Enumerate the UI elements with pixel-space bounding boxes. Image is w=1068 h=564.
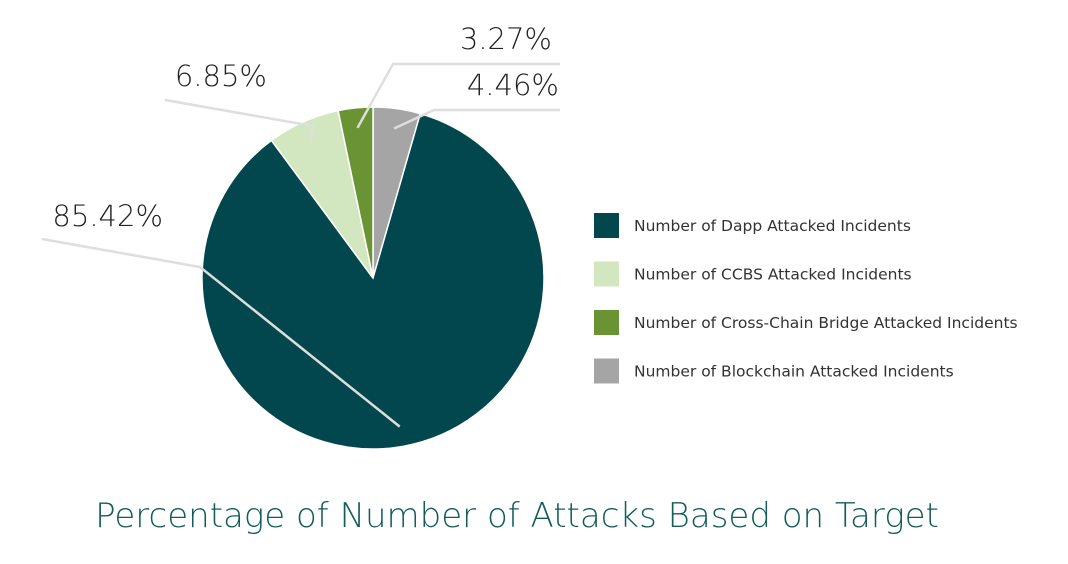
leader-line-number-of-ccbs-attacked-incidents: [164, 98, 315, 141]
legend-item-number-of-blockchain-attacked-incidents: Number of Blockchain Attacked Incidents: [594, 358, 954, 384]
slice-labels: 4.46% 85.42% 6.85% 3.27%: [52, 22, 559, 233]
leader-line-number-of-dapp-attacked-incidents: [41, 237, 401, 428]
leader-line-number-of-cross-chain-bridge-attacked-incidents: [356, 62, 560, 129]
legend-label: Number of Blockchain Attacked Incidents: [634, 363, 954, 381]
data-label-number-of-blockchain-attacked-incidents: 4.46%: [467, 68, 559, 102]
legend-swatch: [594, 358, 619, 384]
data-label-number-of-cross-chain-bridge-attacked-incidents: 3.27%: [460, 22, 552, 56]
legend-swatch: [594, 261, 619, 287]
pie-slice-number-of-cross-chain-bridge-attacked-incidents: [337, 106, 374, 279]
legend-label: Number of Cross-Chain Bridge Attacked In…: [634, 314, 1018, 332]
legend-item-number-of-ccbs-attacked-incidents: Number of CCBS Attacked Incidents: [594, 261, 912, 287]
legend-item-number-of-dapp-attacked-incidents: Number of Dapp Attacked Incidents: [594, 213, 911, 238]
data-label-number-of-ccbs-attacked-incidents: 6.85%: [175, 59, 267, 93]
legend: Number of Dapp Attacked Incidents Number …: [594, 213, 1018, 384]
data-label-number-of-dapp-attacked-incidents: 85.42%: [52, 199, 163, 233]
legend-item-number-of-cross-chain-bridge-attacked-incidents: Number of Cross-Chain Bridge Attacked In…: [594, 310, 1018, 335]
legend-swatch: [594, 310, 619, 335]
legend-label: Number of CCBS Attacked Incidents: [634, 266, 912, 284]
pie-slices: [201, 106, 545, 450]
leader-lines: [41, 62, 560, 428]
chart-title: Percentage of Number of Attacks Based on…: [95, 496, 939, 536]
pie-slice-number-of-dapp-attacked-incidents: [201, 112, 545, 450]
legend-label: Number of Dapp Attacked Incidents: [634, 217, 911, 235]
leader-line-number-of-blockchain-attacked-incidents: [393, 108, 560, 130]
legend-swatch: [594, 213, 619, 238]
